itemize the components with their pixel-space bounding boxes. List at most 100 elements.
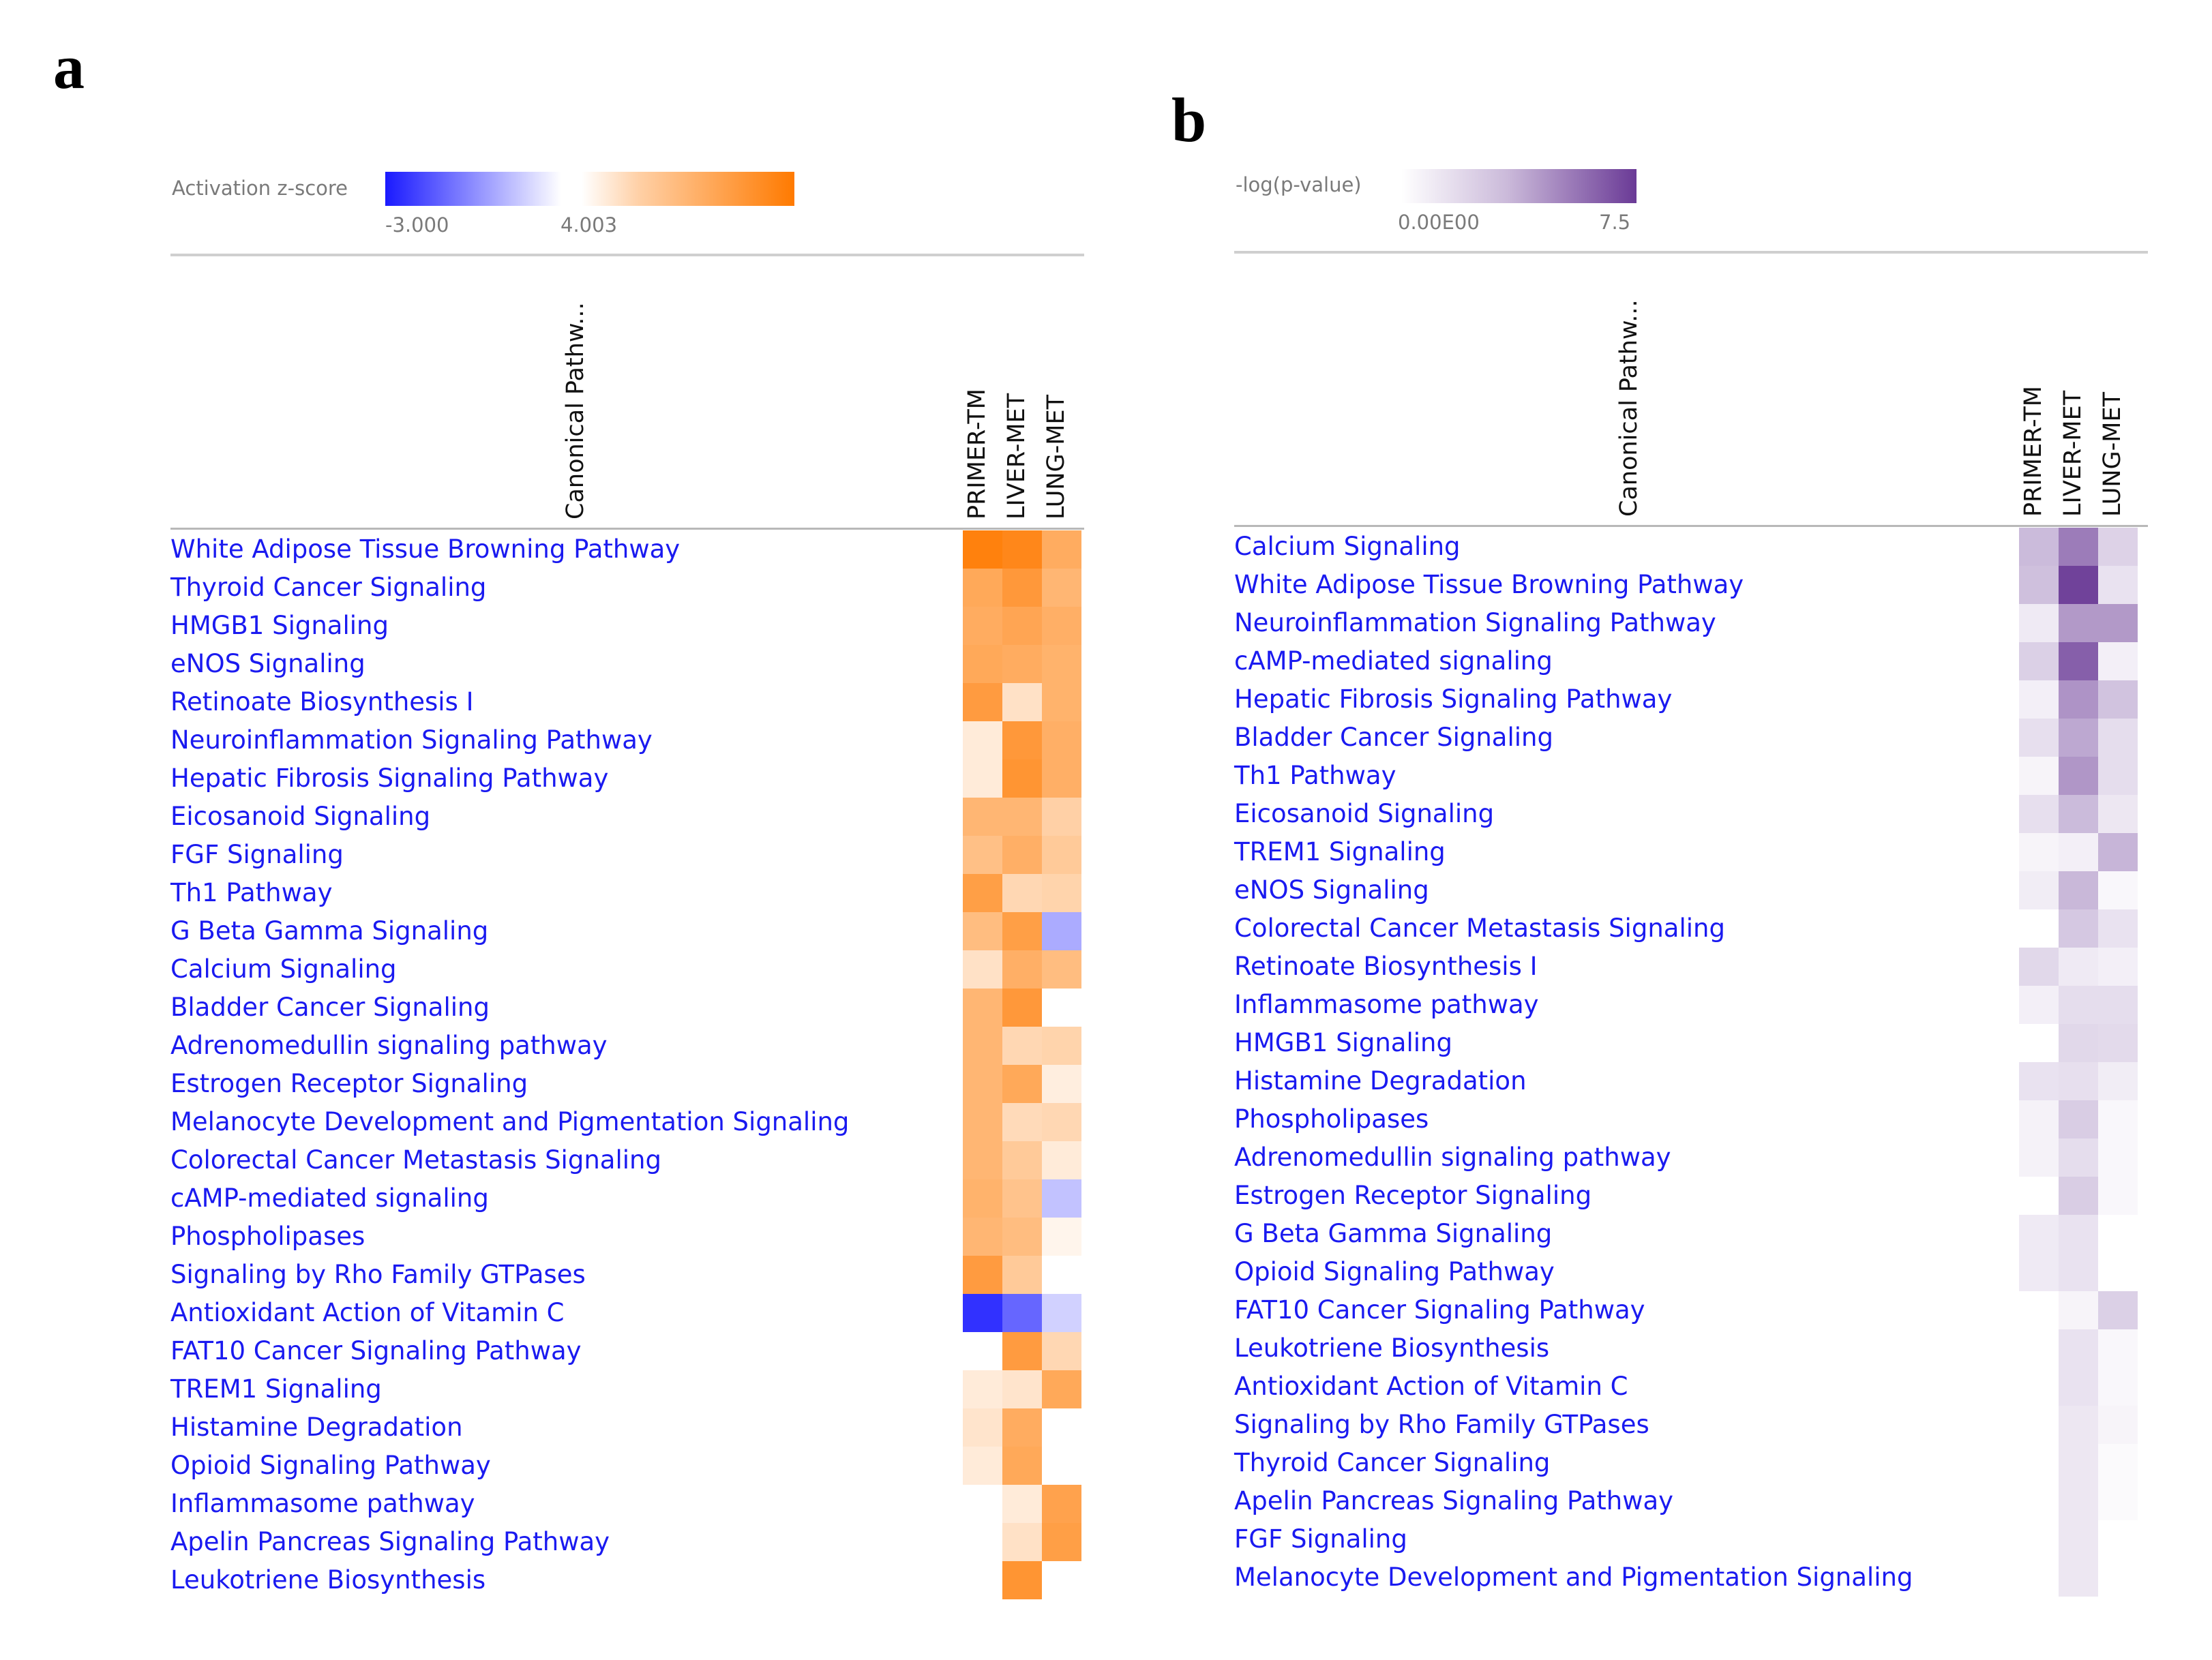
heatmap-cell-primer-tm[interactable]: [963, 1027, 1002, 1065]
heatmap-cell-primer-tm[interactable]: [963, 950, 1002, 989]
heatmap-cell-liver-met[interactable]: [2059, 1406, 2098, 1444]
pathway-column-header[interactable]: Canonical Pathw...: [562, 302, 589, 519]
heatmap-cell-liver-met[interactable]: [2059, 719, 2098, 757]
heatmap-cell-lung-met[interactable]: [2098, 1138, 2138, 1177]
heatmap-cell-primer-tm[interactable]: [963, 607, 1002, 645]
pathway-label[interactable]: Adrenomedullin signaling pathway: [1234, 1143, 1671, 1172]
heatmap-cell-primer-tm[interactable]: [963, 798, 1002, 836]
heatmap-cell-liver-met[interactable]: [1002, 1256, 1042, 1294]
heatmap-cell-lung-met[interactable]: [2098, 909, 2138, 948]
pathway-label[interactable]: Inflammasome pathway: [170, 1489, 475, 1518]
heatmap-cell-primer-tm[interactable]: [963, 759, 1002, 798]
heatmap-cell-liver-met[interactable]: [2059, 1291, 2098, 1329]
heatmap-cell-lung-met[interactable]: [2098, 1368, 2138, 1406]
heatmap-cell-primer-tm[interactable]: [2019, 871, 2059, 909]
heatmap-cell-lung-met[interactable]: [1042, 607, 1081, 645]
heatmap-cell-primer-tm[interactable]: [963, 1179, 1002, 1218]
heatmap-cell-liver-met[interactable]: [1002, 1370, 1042, 1408]
heatmap-cell-lung-met[interactable]: [1042, 1103, 1081, 1141]
pathway-label[interactable]: TREM1 Signaling: [1234, 837, 1446, 866]
pathway-label[interactable]: FAT10 Cancer Signaling Pathway: [1234, 1295, 1645, 1325]
heatmap-cell-lung-met[interactable]: [1042, 1065, 1081, 1103]
heatmap-cell-primer-tm[interactable]: [963, 1408, 1002, 1447]
heatmap-cell-primer-tm[interactable]: [963, 1294, 1002, 1332]
heatmap-cell-primer-tm[interactable]: [963, 1218, 1002, 1256]
heatmap-cell-primer-tm[interactable]: [963, 569, 1002, 607]
heatmap-cell-primer-tm[interactable]: [963, 1141, 1002, 1179]
heatmap-cell-liver-met[interactable]: [2059, 1329, 2098, 1368]
heatmap-cell-primer-tm[interactable]: [963, 1103, 1002, 1141]
column-header-primer-tm[interactable]: PRIMER-TM: [963, 389, 991, 519]
heatmap-cell-liver-met[interactable]: [2059, 1558, 2098, 1597]
heatmap-cell-liver-met[interactable]: [1002, 950, 1042, 989]
heatmap-cell-liver-met[interactable]: [2059, 1215, 2098, 1253]
heatmap-cell-liver-met[interactable]: [1002, 683, 1042, 721]
heatmap-cell-lung-met[interactable]: [1042, 1485, 1081, 1523]
pathway-label[interactable]: Phospholipases: [170, 1222, 365, 1251]
pathway-label[interactable]: Th1 Pathway: [1234, 761, 1396, 790]
heatmap-cell-liver-met[interactable]: [2059, 642, 2098, 680]
pathway-label[interactable]: Eicosanoid Signaling: [170, 802, 431, 831]
heatmap-cell-liver-met[interactable]: [2059, 1024, 2098, 1062]
heatmap-cell-lung-met[interactable]: [1042, 874, 1081, 912]
pathway-label[interactable]: Bladder Cancer Signaling: [1234, 723, 1553, 752]
heatmap-cell-primer-tm[interactable]: [2019, 833, 2059, 871]
heatmap-cell-primer-tm[interactable]: [2019, 1215, 2059, 1253]
heatmap-cell-liver-met[interactable]: [1002, 1179, 1042, 1218]
heatmap-cell-liver-met[interactable]: [1002, 530, 1042, 569]
pathway-label[interactable]: Retinoate Biosynthesis I: [1234, 952, 1538, 981]
pathway-label[interactable]: Signaling by Rho Family GTPases: [170, 1260, 586, 1289]
pathway-label[interactable]: White Adipose Tissue Browning Pathway: [1234, 570, 1744, 599]
heatmap-cell-lung-met[interactable]: [2098, 566, 2138, 604]
pathway-label[interactable]: Histamine Degradation: [170, 1413, 463, 1442]
heatmap-cell-lung-met[interactable]: [2098, 833, 2138, 871]
heatmap-cell-liver-met[interactable]: [2059, 1177, 2098, 1215]
heatmap-cell-lung-met[interactable]: [1042, 1141, 1081, 1179]
heatmap-cell-lung-met[interactable]: [2098, 871, 2138, 909]
heatmap-cell-liver-met[interactable]: [1002, 874, 1042, 912]
heatmap-cell-lung-met[interactable]: [1042, 798, 1081, 836]
heatmap-cell-lung-met[interactable]: [1042, 836, 1081, 874]
heatmap-cell-lung-met[interactable]: [2098, 986, 2138, 1024]
pathway-label[interactable]: Colorectal Cancer Metastasis Signaling: [1234, 914, 1725, 943]
heatmap-cell-lung-met[interactable]: [1042, 569, 1081, 607]
heatmap-cell-primer-tm[interactable]: [2019, 528, 2059, 566]
heatmap-cell-liver-met[interactable]: [1002, 1485, 1042, 1523]
pathway-label[interactable]: Bladder Cancer Signaling: [170, 993, 490, 1022]
pathway-label[interactable]: Histamine Degradation: [1234, 1066, 1527, 1096]
heatmap-cell-primer-tm[interactable]: [963, 683, 1002, 721]
heatmap-cell-liver-met[interactable]: [2059, 909, 2098, 948]
pathway-label[interactable]: Signaling by Rho Family GTPases: [1234, 1410, 1649, 1439]
heatmap-cell-primer-tm[interactable]: [963, 874, 1002, 912]
heatmap-cell-primer-tm[interactable]: [963, 989, 1002, 1027]
pathway-label[interactable]: HMGB1 Signaling: [170, 611, 389, 640]
pathway-label[interactable]: Calcium Signaling: [1234, 532, 1461, 561]
pathway-label[interactable]: Antioxidant Action of Vitamin C: [1234, 1372, 1628, 1401]
heatmap-cell-primer-tm[interactable]: [963, 912, 1002, 950]
pathway-label[interactable]: Neuroinflammation Signaling Pathway: [1234, 608, 1716, 637]
heatmap-cell-primer-tm[interactable]: [2019, 604, 2059, 642]
heatmap-cell-lung-met[interactable]: [1042, 683, 1081, 721]
heatmap-cell-lung-met[interactable]: [1042, 1332, 1081, 1370]
heatmap-cell-lung-met[interactable]: [2098, 1444, 2138, 1482]
pathway-label[interactable]: Phospholipases: [1234, 1104, 1429, 1134]
heatmap-cell-liver-met[interactable]: [2059, 1253, 2098, 1291]
heatmap-cell-liver-met[interactable]: [2059, 1062, 2098, 1100]
heatmap-cell-lung-met[interactable]: [1042, 1027, 1081, 1065]
heatmap-cell-liver-met[interactable]: [2059, 1368, 2098, 1406]
heatmap-cell-lung-met[interactable]: [2098, 528, 2138, 566]
heatmap-cell-liver-met[interactable]: [2059, 528, 2098, 566]
heatmap-cell-liver-met[interactable]: [2059, 948, 2098, 986]
heatmap-cell-lung-met[interactable]: [2098, 1329, 2138, 1368]
heatmap-cell-lung-met[interactable]: [2098, 1024, 2138, 1062]
pathway-label[interactable]: Inflammasome pathway: [1234, 990, 1539, 1019]
pathway-label[interactable]: Eicosanoid Signaling: [1234, 799, 1495, 828]
heatmap-cell-lung-met[interactable]: [2098, 757, 2138, 795]
heatmap-cell-liver-met[interactable]: [1002, 1065, 1042, 1103]
pathway-label[interactable]: Calcium Signaling: [170, 954, 397, 984]
pathway-label[interactable]: Retinoate Biosynthesis I: [170, 687, 474, 716]
heatmap-cell-liver-met[interactable]: [2059, 871, 2098, 909]
heatmap-cell-liver-met[interactable]: [1002, 569, 1042, 607]
heatmap-cell-liver-met[interactable]: [2059, 680, 2098, 719]
pathway-label[interactable]: Thyroid Cancer Signaling: [1234, 1448, 1551, 1477]
